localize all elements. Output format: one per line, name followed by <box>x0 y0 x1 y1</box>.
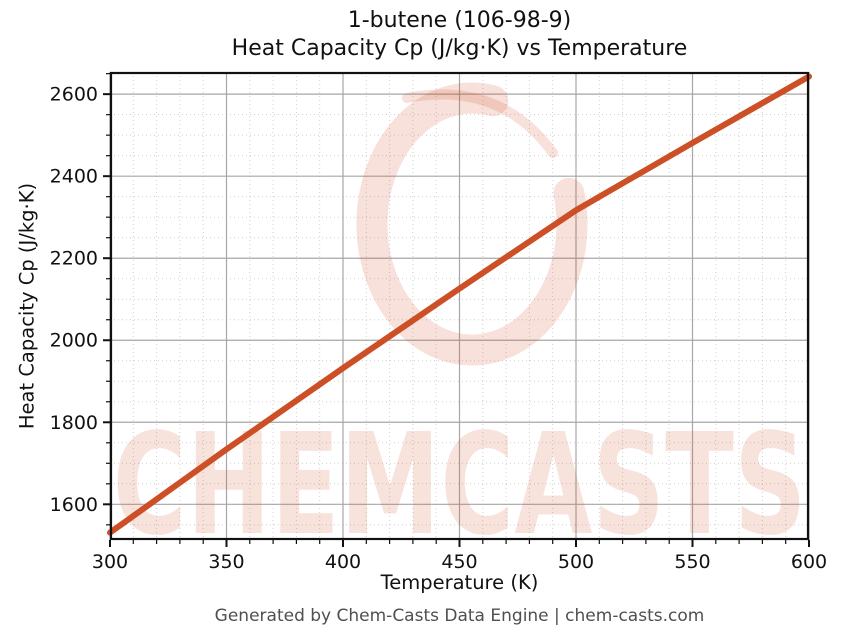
y-axis-label: Heat Capacity Cp (J/kg·K) <box>15 182 39 430</box>
x-tick-label: 500 <box>558 551 594 573</box>
data-line <box>107 73 812 536</box>
chart-title: 1-butene (106-98-9) Heat Capacity Cp (J/… <box>110 7 809 63</box>
x-tick-label: 400 <box>325 551 361 573</box>
y-tick-label: 2600 <box>50 84 98 106</box>
y-tick-label: 1800 <box>50 412 98 434</box>
y-tick-label: 2200 <box>50 248 98 270</box>
chart-title-line2: Heat Capacity Cp (J/kg·K) vs Temperature <box>231 36 688 61</box>
x-tick-label: 350 <box>208 551 244 573</box>
x-axis-label: Temperature (K) <box>380 571 539 594</box>
watermark-logo-accent-icon <box>402 89 558 158</box>
x-tick-label: 600 <box>791 551 827 573</box>
x-tick-label: 550 <box>674 551 710 573</box>
footer-credit: Generated by Chem-Casts Data Engine | ch… <box>214 606 705 626</box>
x-tick-label: 450 <box>441 551 477 573</box>
watermark-logo-icon <box>356 82 588 366</box>
x-tick-label: 300 <box>92 551 128 573</box>
y-tick-label: 2000 <box>50 330 98 352</box>
plot-border <box>109 71 810 541</box>
y-tick-label: 1600 <box>50 494 98 516</box>
y-tick-label: 2400 <box>50 166 98 188</box>
chart-title-line1: 1-butene (106-98-9) <box>347 8 572 33</box>
